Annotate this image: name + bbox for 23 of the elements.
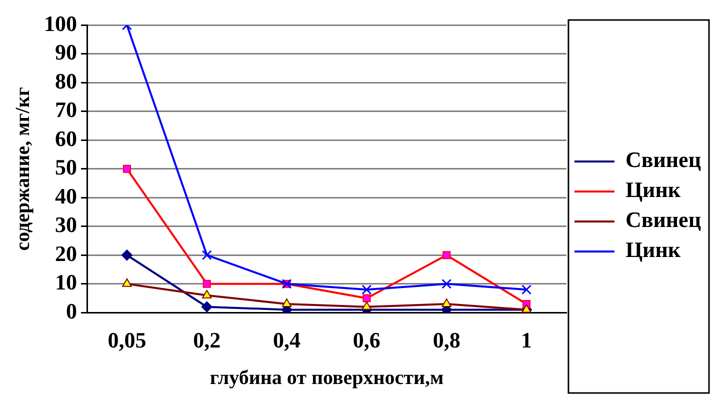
y-tick-label: 40	[55, 183, 77, 208]
y-tick-label: 0	[66, 298, 77, 324]
y-axis-title: содержание, мг/кг	[12, 87, 34, 251]
x-tick-label: 0,6	[352, 327, 380, 352]
y-tick-label: 50	[55, 154, 77, 180]
x-tick-label: 1	[520, 327, 532, 352]
y-tick-label: 20	[55, 240, 77, 266]
legend-label: Цинк	[625, 237, 681, 262]
legend-label: Свинец	[625, 207, 702, 232]
y-tick-label: 60	[55, 126, 77, 151]
legend-label: Свинец	[625, 147, 702, 172]
y-tick-label: 90	[55, 40, 77, 65]
y-tick-label: 30	[55, 212, 77, 238]
y-tick-label: 70	[55, 97, 77, 122]
y-tick-label: 10	[55, 270, 77, 295]
legend-label: Цинк	[625, 177, 681, 202]
x-tick-label: 0,2	[193, 327, 221, 352]
y-tick-label: 100	[44, 10, 77, 36]
x-axis-title: глубина от поверхности,м	[210, 367, 444, 390]
x-tick-label: 0,8	[432, 327, 460, 352]
y-tick-label: 80	[55, 68, 77, 94]
x-tick-label: 0,4	[273, 327, 301, 352]
x-tick-label: 0,05	[108, 327, 146, 352]
